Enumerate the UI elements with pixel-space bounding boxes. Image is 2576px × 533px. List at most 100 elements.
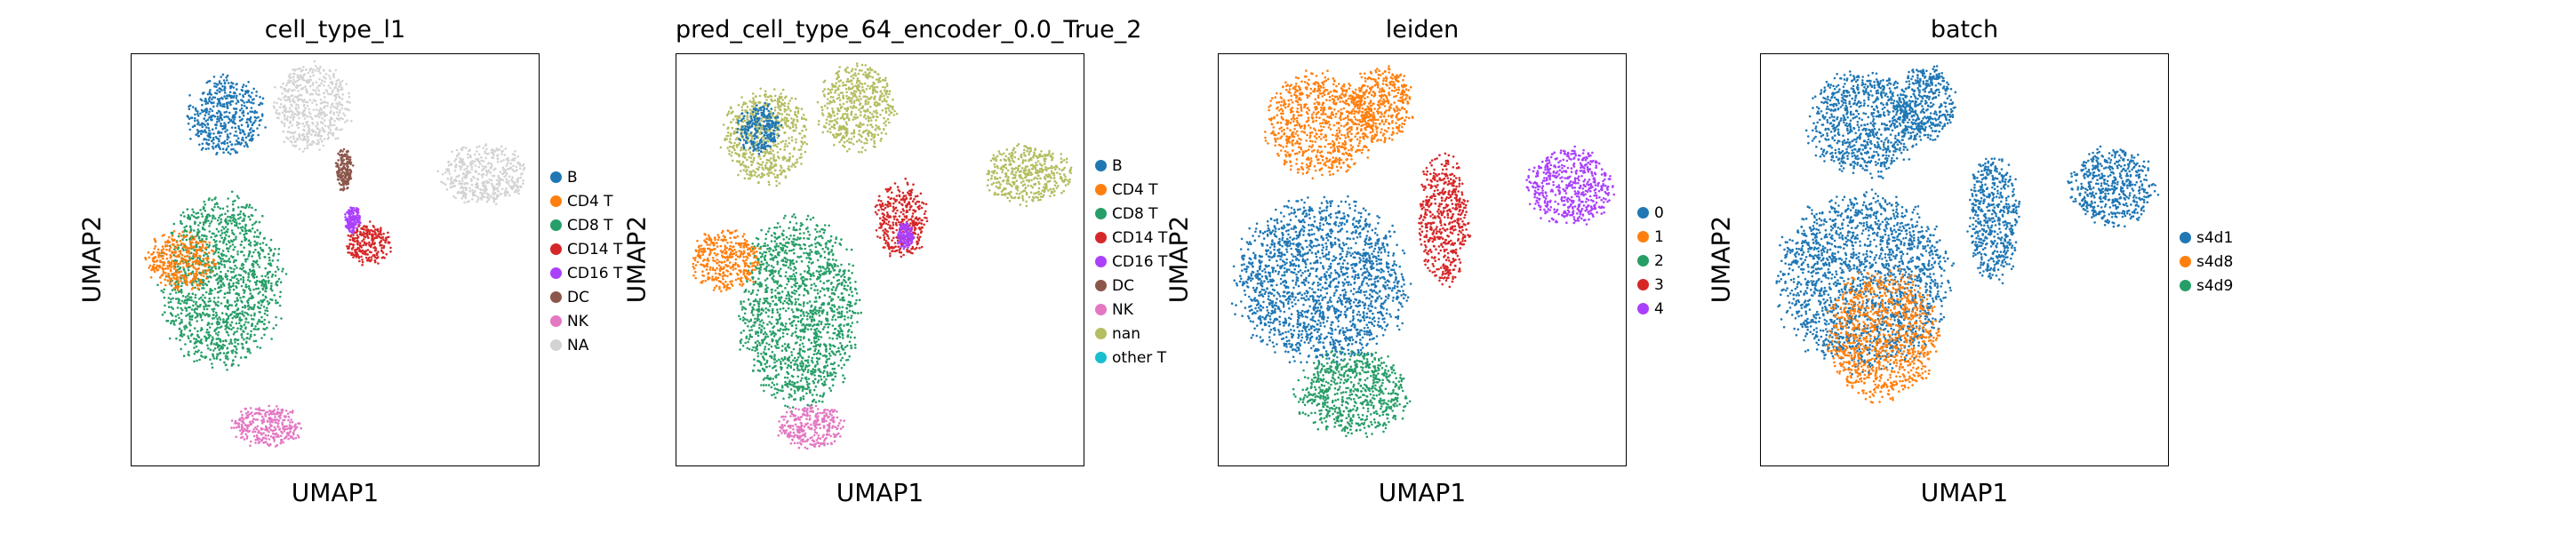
data-point bbox=[201, 243, 204, 246]
data-point bbox=[241, 85, 244, 89]
data-point bbox=[450, 163, 453, 165]
data-point bbox=[322, 128, 325, 131]
data-point bbox=[229, 239, 233, 243]
data-point bbox=[242, 266, 244, 269]
data-point bbox=[211, 198, 213, 202]
data-point bbox=[264, 414, 267, 418]
data-point bbox=[356, 251, 358, 254]
data-point bbox=[463, 168, 466, 171]
data-point bbox=[766, 322, 769, 326]
data-point bbox=[328, 75, 331, 77]
data-point bbox=[845, 311, 849, 314]
data-point bbox=[257, 442, 260, 444]
data-point bbox=[232, 270, 235, 274]
data-point bbox=[256, 418, 259, 421]
data-point bbox=[250, 139, 253, 142]
data-point bbox=[451, 150, 454, 154]
data-point bbox=[233, 134, 236, 137]
data-point bbox=[344, 213, 347, 216]
data-point bbox=[249, 352, 252, 354]
data-point bbox=[364, 242, 366, 245]
data-point bbox=[190, 308, 194, 311]
data-point bbox=[212, 353, 214, 356]
data-point bbox=[493, 186, 496, 189]
legend-label: DC bbox=[567, 288, 589, 306]
data-point bbox=[196, 284, 199, 287]
data-point bbox=[270, 338, 273, 340]
data-point bbox=[213, 96, 217, 99]
data-point bbox=[780, 243, 782, 245]
data-point bbox=[836, 315, 840, 319]
data-point bbox=[312, 74, 315, 77]
data-point bbox=[253, 109, 257, 113]
data-point bbox=[209, 107, 212, 110]
data-point bbox=[260, 409, 263, 412]
data-point bbox=[194, 278, 197, 281]
data-point bbox=[208, 99, 211, 102]
data-point bbox=[178, 253, 180, 257]
data-point bbox=[215, 153, 218, 155]
data-point bbox=[498, 177, 501, 179]
data-point bbox=[744, 322, 747, 325]
data-point bbox=[486, 163, 490, 165]
data-point bbox=[346, 219, 349, 221]
data-point bbox=[747, 324, 749, 328]
data-point bbox=[248, 287, 251, 290]
data-point bbox=[296, 137, 299, 140]
data-point bbox=[170, 298, 172, 301]
data-point bbox=[206, 344, 209, 347]
data-point bbox=[802, 311, 805, 314]
data-point bbox=[241, 262, 244, 266]
data-point bbox=[351, 230, 354, 233]
data-point bbox=[836, 330, 840, 332]
data-point bbox=[358, 259, 361, 263]
legend-item-b: B bbox=[550, 165, 622, 189]
data-point bbox=[324, 119, 326, 122]
data-point bbox=[204, 241, 207, 243]
data-point bbox=[209, 348, 212, 352]
data-point bbox=[220, 252, 223, 255]
data-point bbox=[281, 121, 284, 124]
data-point bbox=[165, 274, 168, 277]
data-point bbox=[258, 254, 260, 258]
data-point bbox=[382, 244, 386, 248]
data-point bbox=[315, 124, 317, 128]
data-point bbox=[200, 212, 204, 215]
data-point bbox=[476, 198, 480, 201]
data-point bbox=[218, 138, 220, 141]
data-point bbox=[256, 306, 260, 308]
data-point bbox=[268, 256, 271, 259]
data-point bbox=[327, 84, 330, 87]
data-point bbox=[246, 279, 250, 282]
data-point bbox=[216, 290, 220, 294]
data-point bbox=[324, 95, 326, 99]
data-point bbox=[326, 104, 329, 107]
data-point bbox=[254, 408, 258, 410]
data-point bbox=[373, 249, 377, 252]
data-point bbox=[246, 89, 249, 92]
data-point bbox=[225, 326, 228, 329]
data-point bbox=[770, 345, 773, 348]
data-point bbox=[174, 291, 178, 294]
data-point bbox=[226, 278, 228, 281]
data-point bbox=[340, 98, 344, 100]
data-point bbox=[317, 109, 321, 112]
data-point bbox=[840, 238, 843, 241]
data-point bbox=[192, 266, 196, 269]
data-point bbox=[479, 196, 482, 200]
data-point bbox=[338, 111, 341, 115]
data-point bbox=[247, 132, 251, 135]
data-point bbox=[183, 328, 187, 330]
data-point bbox=[197, 277, 200, 281]
data-point bbox=[496, 155, 499, 157]
data-point bbox=[764, 251, 768, 254]
data-point bbox=[204, 269, 207, 272]
data-point bbox=[194, 221, 196, 225]
data-point bbox=[329, 120, 332, 123]
data-point bbox=[223, 292, 227, 296]
data-point bbox=[812, 379, 815, 383]
data-point bbox=[762, 309, 765, 312]
data-point bbox=[187, 115, 190, 118]
data-point bbox=[287, 437, 290, 441]
data-point bbox=[188, 272, 190, 275]
